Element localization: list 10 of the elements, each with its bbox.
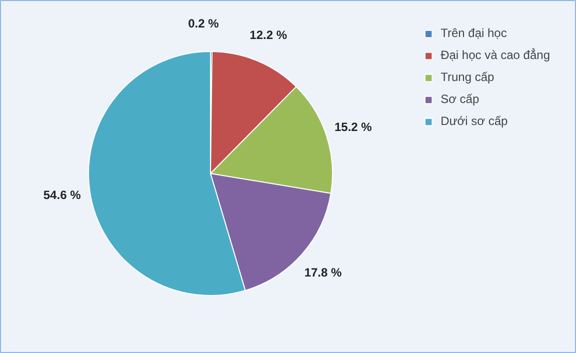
legend-label: Sơ cấp bbox=[440, 92, 480, 106]
data-label: 17.8 % bbox=[304, 266, 342, 280]
legend-label: Dưới sơ cấp bbox=[440, 114, 508, 128]
data-label: 54.6 % bbox=[43, 188, 82, 202]
legend-label: Trung cấp bbox=[440, 70, 494, 84]
legend-label: Đại học và cao đẳng bbox=[440, 48, 550, 62]
legend-label: Trên đại học bbox=[440, 26, 507, 40]
data-label: 0.2 % bbox=[188, 16, 220, 31]
data-label: 15.2 % bbox=[334, 120, 372, 134]
data-label: 12.2 % bbox=[250, 28, 288, 42]
